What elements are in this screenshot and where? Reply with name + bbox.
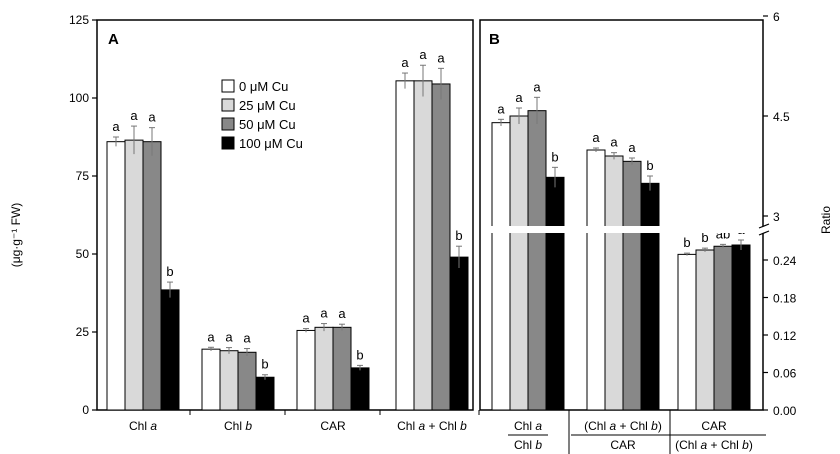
bar xyxy=(106,141,126,411)
y-tick-label-right: 6 xyxy=(773,10,780,24)
significance-letter: a xyxy=(533,79,541,94)
significance-letter: b xyxy=(683,235,690,250)
bar xyxy=(604,155,624,411)
bar xyxy=(142,141,162,411)
bar xyxy=(219,350,239,411)
bar xyxy=(640,182,660,411)
significance-letter: a xyxy=(207,329,215,344)
panel-a-label: A xyxy=(108,31,119,48)
bar xyxy=(731,244,751,411)
bar xyxy=(527,110,547,411)
bar xyxy=(255,376,275,411)
bar xyxy=(314,326,334,411)
y-tick-label-left: 50 xyxy=(76,247,90,261)
legend-label: 50 μM Cu xyxy=(239,117,296,132)
bar xyxy=(201,348,221,411)
significance-letter: b xyxy=(455,228,462,243)
bar xyxy=(622,160,642,411)
significance-letter: b xyxy=(261,357,268,372)
significance-letter: a xyxy=(320,306,328,321)
significance-letter: b xyxy=(646,158,653,173)
axis-break-mark xyxy=(758,223,770,229)
bar xyxy=(350,367,370,411)
category-numerator-b: CAR xyxy=(701,419,727,433)
legend-swatch xyxy=(221,98,235,112)
significance-letter: a xyxy=(437,50,445,65)
y-tick-label-right: 0.12 xyxy=(773,329,797,343)
significance-letter: a xyxy=(610,135,618,150)
bar xyxy=(124,139,144,411)
significance-letter: a xyxy=(592,130,600,145)
bar xyxy=(413,80,433,411)
panel-b-label: B xyxy=(489,31,500,48)
legend-label: 100 μM Cu xyxy=(239,136,303,151)
y-tick-label-right: 0.24 xyxy=(773,254,797,268)
y-tick-label-left: 75 xyxy=(76,169,90,183)
category-numerator-b: Chl a xyxy=(514,419,542,433)
bar xyxy=(296,329,316,411)
significance-letter: a xyxy=(148,110,156,125)
bar xyxy=(160,289,180,411)
bar xyxy=(677,253,697,411)
axis-break-gap xyxy=(482,226,775,233)
category-denominator-b: CAR xyxy=(610,438,636,452)
legend-swatch xyxy=(221,136,235,150)
significance-letter: a xyxy=(130,108,138,123)
y-tick-label-right: 3 xyxy=(773,210,780,224)
category-label-a: Chl a xyxy=(129,419,157,433)
y-tick-label-right: 0.06 xyxy=(773,367,797,381)
legend-label: 0 μM Cu xyxy=(239,79,288,94)
y-axis-label-right: Ratio xyxy=(819,206,833,234)
significance-letter: a xyxy=(401,55,409,70)
legend-swatch xyxy=(221,117,235,131)
bar xyxy=(713,245,733,411)
significance-letter: a xyxy=(628,140,636,155)
category-label-a: Chl a + Chl b xyxy=(397,419,467,433)
category-denominator-b: Chl b xyxy=(514,438,542,452)
bar xyxy=(695,249,715,411)
significance-letter: b xyxy=(701,230,708,245)
significance-letter: a xyxy=(112,119,120,134)
category-denominator-b: (Chl a + Chl b) xyxy=(675,438,753,452)
significance-letter: b xyxy=(356,347,363,362)
significance-letter: a xyxy=(419,47,427,62)
significance-letter: a xyxy=(302,311,310,326)
significance-letter: a xyxy=(225,330,233,345)
bar xyxy=(395,80,415,411)
bar xyxy=(491,122,511,411)
y-tick-label-right: 4.5 xyxy=(773,110,790,124)
y-tick-label-right: 0.18 xyxy=(773,292,797,306)
category-label-a: CAR xyxy=(320,419,346,433)
bar xyxy=(449,256,469,411)
y-axis-label-left: (μg·g⁻¹ FW) xyxy=(9,203,23,268)
legend-label: 25 μM Cu xyxy=(239,98,296,113)
significance-letter: b xyxy=(166,264,173,279)
bar xyxy=(431,83,451,411)
significance-letter: a xyxy=(243,331,251,346)
bar xyxy=(237,351,257,411)
significance-letter: b xyxy=(551,149,558,164)
significance-letter: a xyxy=(515,90,523,105)
bar xyxy=(332,326,352,411)
y-tick-label-left: 25 xyxy=(76,325,90,339)
y-tick-label-left: 100 xyxy=(69,91,89,105)
significance-letter: a xyxy=(338,306,346,321)
y-tick-label-right: 0.00 xyxy=(773,404,797,418)
bar xyxy=(509,115,529,411)
legend-swatch xyxy=(221,79,235,93)
significance-letter: a xyxy=(497,101,505,116)
bar xyxy=(586,149,606,411)
axis-break-mark xyxy=(758,230,770,236)
category-label-a: Chl b xyxy=(224,419,252,433)
bar xyxy=(545,176,565,411)
category-numerator-b: (Chl a + Chl b) xyxy=(584,419,662,433)
y-tick-label-left: 125 xyxy=(69,13,89,27)
y-tick-label-left: 0 xyxy=(82,403,89,417)
